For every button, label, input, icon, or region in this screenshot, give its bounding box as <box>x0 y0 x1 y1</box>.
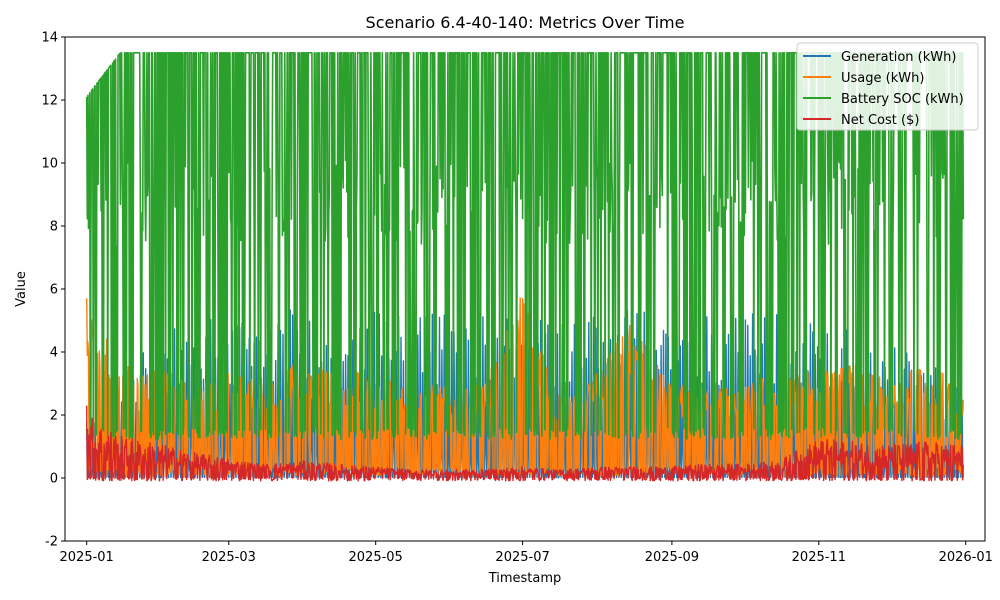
y-tick-label: 10 <box>41 157 58 172</box>
x-tick-label: 2025-01 <box>60 550 114 565</box>
x-tick-label: 2025-05 <box>349 550 403 565</box>
x-axis: 2025-01 2025-03 2025-05 2025-07 2025-09 2025-… <box>60 541 993 565</box>
legend-label: Battery SOC (kWh) <box>841 92 964 107</box>
y-tick-label: 8 <box>50 220 58 235</box>
series-line-4 <box>86 405 964 482</box>
y-tick-label: 0 <box>50 472 58 487</box>
x-tick-label: 2025-09 <box>645 550 699 565</box>
legend: Generation (kWh) Usage (kWh) Battery SOC (… <box>796 42 979 131</box>
x-axis-title: Timestamp <box>488 571 562 586</box>
y-axis: -2 0 2 4 6 8 10 12 14 <box>41 31 65 550</box>
x-tick-label: 2026-01 <box>939 550 993 565</box>
y-tick-label: 6 <box>50 283 58 298</box>
legend-label: Usage (kWh) <box>841 71 924 86</box>
y-tick-label: 4 <box>50 346 58 361</box>
x-tick-label: 2025-07 <box>495 550 549 565</box>
x-tick-label: 2025-03 <box>202 550 256 565</box>
chart-title: Scenario 6.4-40-140: Metrics Over Time <box>366 13 685 32</box>
y-tick-label: 14 <box>41 31 58 46</box>
legend-frame <box>796 42 979 131</box>
x-tick-label: 2025-11 <box>792 550 846 565</box>
y-tick-label: -2 <box>45 535 58 550</box>
y-tick-label: 2 <box>50 409 58 424</box>
legend-label: Generation (kWh) <box>841 50 956 65</box>
legend-label: Net Cost ($) <box>841 113 919 128</box>
y-axis-title: Value <box>14 271 29 307</box>
y-tick-label: 12 <box>41 94 58 109</box>
